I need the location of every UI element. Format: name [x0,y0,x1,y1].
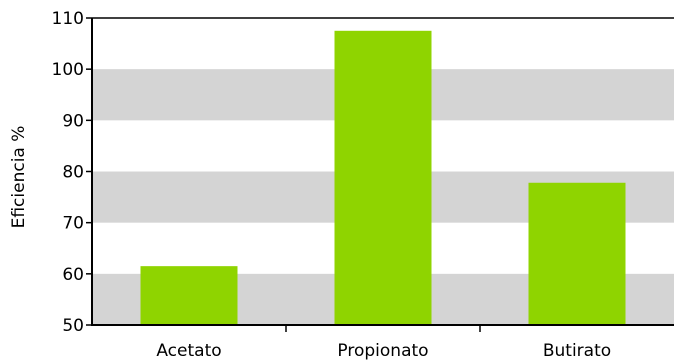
y-ticks: 50 60 70 80 90 100 110 [52,9,92,336]
y-tick-label: 60 [62,265,84,285]
y-tick-label: 90 [62,111,84,131]
bar-butirato [528,182,626,325]
x-tick-label: Acetato [156,341,221,361]
y-tick-label: 50 [62,316,84,336]
y-tick-label: 80 [62,163,84,183]
y-tick-label: 110 [52,9,84,29]
bar-propionato [334,30,432,326]
bar-acetato [140,266,238,325]
x-tick-label: Butirato [543,341,611,361]
x-tick-label: Propionato [337,341,428,361]
y-tick-label: 70 [62,214,84,234]
x-ticks: Acetato Propionato Butirato [156,325,611,361]
y-axis-title: Eficiencia % [9,126,29,229]
y-tick-label: 100 [52,60,84,80]
bars [140,30,626,326]
